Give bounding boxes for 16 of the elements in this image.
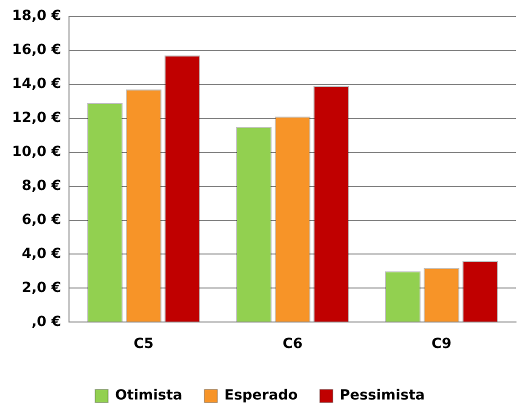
y-tick-label: 2,0 € — [22, 280, 62, 296]
y-tick-label: ,0 € — [31, 314, 62, 330]
x-tick-label: C5 — [134, 336, 154, 352]
y-tick-label: 8,0 € — [22, 178, 62, 194]
legend-label: Otimista — [115, 388, 182, 404]
y-tick-label: 12,0 € — [12, 110, 62, 126]
y-tick-label: 10,0 € — [12, 144, 62, 160]
y-tick-label: 14,0 € — [12, 76, 62, 92]
x-tick-label: C6 — [282, 336, 303, 352]
y-tick-label: 18,0 € — [12, 8, 62, 24]
y-tick-label: 4,0 € — [22, 246, 62, 262]
x-tick-label: C9 — [432, 336, 452, 352]
legend-label: Pessimista — [340, 388, 425, 404]
y-tick-label: 6,0 € — [22, 212, 62, 228]
legend-label: Esperado — [224, 388, 298, 404]
y-tick-label: 16,0 € — [12, 42, 62, 58]
